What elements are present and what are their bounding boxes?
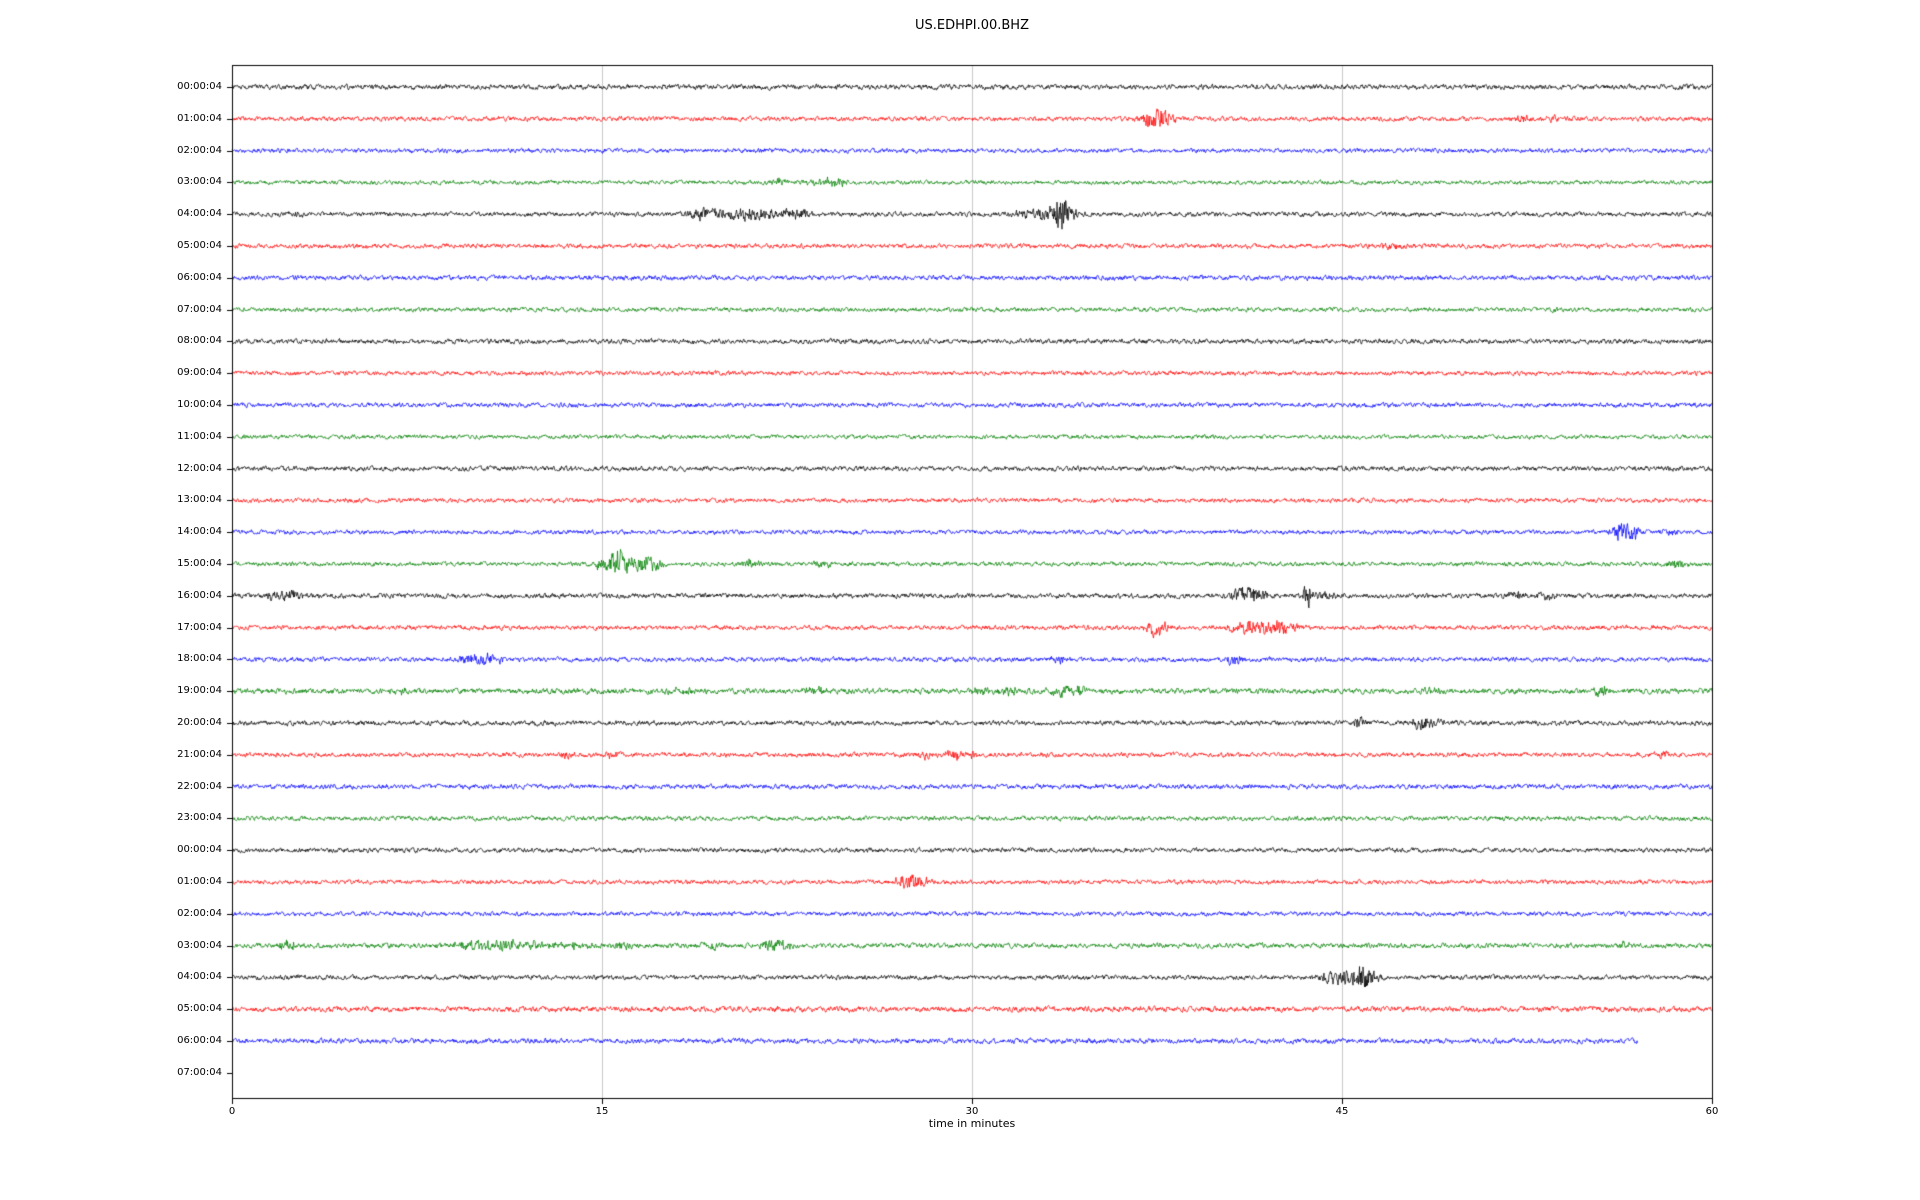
y-tick-label-row-1: 01:00:04	[177, 112, 222, 124]
y-tick-label-row-29: 05:00:04	[177, 1003, 222, 1015]
y-tick-label-row-22: 22:00:04	[177, 780, 222, 792]
x-axis-label: time in minutes	[928, 1117, 1016, 1130]
y-tick-label-row-27: 03:00:04	[177, 939, 222, 951]
y-tick-label-row-7: 07:00:04	[177, 303, 222, 315]
y-tick-label-row-14: 14:00:04	[177, 526, 222, 538]
y-tick-label-row-0: 00:00:04	[177, 81, 222, 92]
y-tick-label-row-19: 19:00:04	[177, 685, 222, 697]
y-tick-label-row-26: 02:00:04	[177, 907, 222, 919]
y-tick-label-row-6: 06:00:04	[177, 271, 222, 283]
x-tick-label-2: 30	[965, 1106, 979, 1117]
y-tick-label-row-16: 16:00:04	[177, 589, 222, 601]
x-tick-label-3: 45	[1335, 1106, 1349, 1117]
y-tick-label-row-25: 01:00:04	[177, 876, 222, 887]
y-tick-label-row-24: 00:00:04	[177, 844, 222, 856]
y-tick-label-row-3: 03:00:04	[177, 176, 222, 188]
y-tick-label-row-20: 20:00:04	[177, 717, 222, 728]
y-tick-label-row-4: 04:00:04	[177, 208, 222, 220]
x-tick-label-0: 0	[228, 1106, 236, 1117]
y-tick-label-row-5: 05:00:04	[177, 240, 222, 251]
y-tick-label-row-28: 04:00:04	[177, 971, 222, 983]
y-tick-label-row-18: 18:00:04	[177, 653, 222, 665]
y-tick-label-row-31: 07:00:04	[177, 1066, 222, 1078]
chart-title: US.EDHPI.00.BHZ	[915, 18, 1029, 33]
y-tick-label-row-13: 13:00:04	[177, 494, 222, 506]
y-tick-label-row-17: 17:00:04	[177, 621, 222, 633]
y-tick-label-row-9: 09:00:04	[177, 367, 222, 379]
y-tick-label-row-30: 06:00:04	[177, 1035, 222, 1046]
x-tick-label-1: 15	[595, 1106, 609, 1117]
y-tick-label-row-10: 10:00:04	[177, 399, 222, 410]
y-tick-label-row-11: 11:00:04	[177, 430, 222, 442]
y-tick-label-row-12: 12:00:04	[177, 462, 222, 474]
y-tick-label-row-8: 08:00:04	[177, 335, 222, 347]
y-tick-label-row-15: 15:00:04	[177, 558, 222, 569]
y-tick-label-row-23: 23:00:04	[177, 812, 222, 824]
y-tick-label-row-2: 02:00:04	[177, 144, 222, 156]
y-tick-label-row-21: 21:00:04	[177, 748, 222, 760]
x-tick-label-4: 60	[1705, 1106, 1719, 1117]
